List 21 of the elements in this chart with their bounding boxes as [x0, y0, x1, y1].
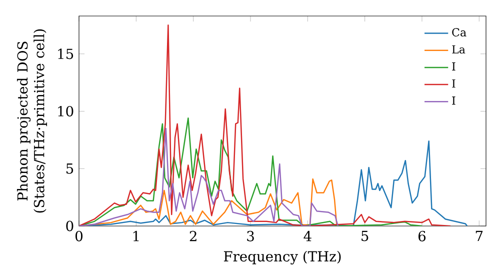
legend-label: I: [452, 79, 456, 88]
line-series: [79, 24, 452, 226]
legend-label: I: [452, 62, 456, 70]
line-series: [79, 128, 339, 226]
legend-label: Ca: [452, 28, 466, 36]
x-tick-label: 6: [418, 230, 426, 242]
legend-label: I: [452, 96, 456, 105]
x-tick-label: 7: [476, 230, 483, 241]
x-tick-label: 1: [133, 230, 139, 242]
x-tick-label: 2: [190, 230, 196, 242]
x-tick-label: 0: [76, 230, 82, 242]
legend-label: La: [452, 45, 466, 54]
x-tick-label: 5: [362, 230, 368, 242]
y-axis-title: Phonon projected DOS (States/THz·primitive cell): [16, 29, 48, 213]
y-tick-label: 0: [66, 220, 74, 232]
x-axis-title: Frequency (THz): [224, 250, 341, 264]
y-tick-label: 10: [58, 106, 74, 116]
y-tick-label: 15: [58, 48, 74, 60]
x-tick-label: 3: [247, 230, 254, 242]
y-tick-label: 5: [66, 163, 74, 174]
x-tick-label: 4: [304, 230, 312, 242]
